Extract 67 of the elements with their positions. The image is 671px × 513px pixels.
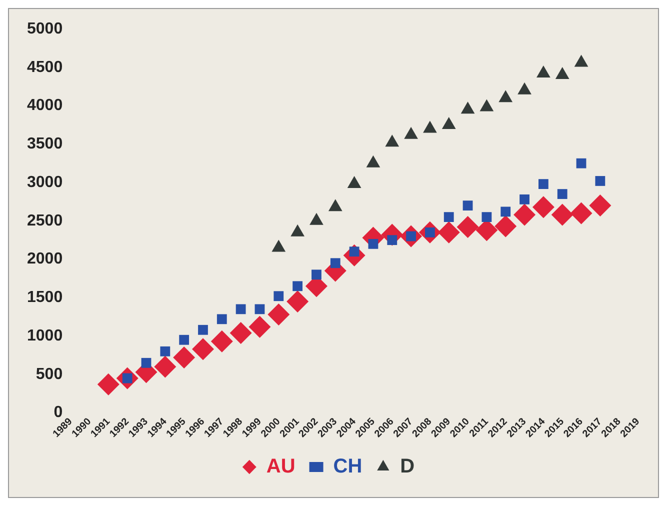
point: [498, 90, 513, 102]
point: [460, 102, 475, 114]
y-tick-label: 4000: [27, 97, 63, 114]
legend-label: AU: [266, 456, 296, 478]
point: [518, 82, 532, 94]
point: [500, 206, 511, 217]
point: [97, 373, 120, 396]
y-tick-label: 1000: [27, 327, 63, 344]
point: [555, 67, 570, 80]
point: [589, 194, 612, 217]
point: [387, 235, 398, 246]
point: [462, 200, 473, 210]
point: [368, 238, 378, 249]
point: [286, 290, 309, 312]
point: [141, 358, 152, 368]
point: [198, 324, 208, 335]
point: [444, 212, 454, 222]
y-tick-label: 5000: [27, 20, 63, 38]
y-tick-label: 1500: [27, 289, 63, 306]
point: [385, 134, 400, 147]
point: [536, 66, 550, 78]
point: [236, 304, 246, 314]
point: [514, 204, 536, 226]
point: [160, 346, 170, 356]
point: [173, 346, 196, 369]
point: [179, 334, 190, 345]
point: [576, 158, 586, 168]
point: [154, 356, 176, 378]
point: [312, 270, 322, 280]
point: [210, 330, 233, 352]
point: [480, 99, 494, 112]
point: [538, 179, 548, 189]
point: [442, 116, 456, 129]
point: [482, 212, 492, 222]
point: [423, 120, 437, 133]
point: [570, 202, 592, 224]
y-tick-label: 500: [36, 366, 63, 383]
point: [274, 291, 284, 302]
legend-label: CH: [333, 456, 362, 478]
y-tick-label: 2500: [27, 212, 63, 230]
point: [456, 216, 479, 238]
legend-label: D: [400, 456, 415, 478]
point: [438, 221, 460, 244]
y-tick-label: 0: [54, 404, 63, 422]
y-tick-label: 4500: [27, 58, 63, 76]
point: [551, 204, 574, 226]
y-tick-label: 3500: [27, 136, 63, 153]
point: [574, 54, 588, 67]
point: [292, 281, 303, 292]
point: [347, 176, 362, 188]
point: [216, 314, 227, 324]
point: [532, 196, 554, 218]
point: [230, 322, 252, 344]
point: [494, 215, 517, 238]
point: [254, 304, 265, 314]
point: [328, 199, 342, 212]
y-tick-label: 3000: [27, 174, 63, 191]
point: [248, 316, 271, 338]
point: [404, 126, 418, 139]
point: [192, 338, 214, 360]
point: [520, 194, 530, 204]
point: [557, 189, 568, 199]
point: [595, 176, 606, 186]
y-tick-label: 2000: [27, 250, 63, 268]
point: [268, 304, 290, 326]
point: [366, 155, 380, 168]
point: [330, 258, 340, 268]
